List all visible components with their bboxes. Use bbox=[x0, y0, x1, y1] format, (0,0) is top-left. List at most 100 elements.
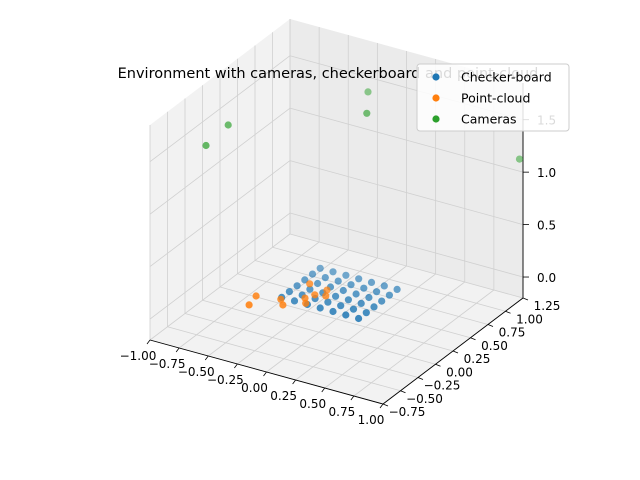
x-tick-label: −0.75 bbox=[149, 357, 186, 371]
legend-label: Checker-board bbox=[461, 70, 552, 85]
legend-marker bbox=[432, 94, 440, 102]
z-tick-label: 0.0 bbox=[537, 271, 556, 285]
y-tick-label: 0.50 bbox=[481, 339, 508, 353]
checkerboard-point bbox=[378, 297, 386, 305]
y-tick-label: 1.25 bbox=[534, 299, 561, 313]
grid-y-floor bbox=[272, 246, 506, 312]
legend-marker bbox=[432, 115, 440, 123]
y-tick bbox=[400, 390, 406, 394]
x-tick bbox=[234, 363, 238, 369]
checkerboard-point bbox=[370, 303, 378, 311]
checkerboard-point bbox=[316, 304, 324, 312]
x-tick-label: −0.50 bbox=[178, 365, 215, 379]
checkerboard-point bbox=[290, 297, 299, 305]
grid-z-left bbox=[149, 55, 291, 163]
x-tick bbox=[204, 355, 209, 361]
point-cloud-point bbox=[245, 301, 253, 309]
checkerboard-point bbox=[342, 311, 350, 319]
x-tick bbox=[321, 387, 326, 393]
data-points bbox=[202, 88, 524, 323]
grid-z-back bbox=[289, 160, 524, 225]
point-cloud-point bbox=[279, 301, 287, 309]
y-tick-label: −0.25 bbox=[424, 379, 461, 393]
grid-z-left bbox=[149, 212, 291, 320]
checkerboard-point bbox=[329, 307, 337, 316]
x-tick bbox=[350, 395, 355, 401]
point-cloud-point bbox=[306, 280, 314, 288]
x-tick bbox=[146, 339, 151, 345]
checkerboard-point bbox=[367, 278, 376, 286]
camera-point bbox=[363, 109, 371, 117]
checkerboard-point bbox=[365, 293, 373, 302]
checkerboard-point bbox=[324, 298, 332, 306]
point-cloud-point bbox=[323, 286, 331, 294]
checkerboard-point bbox=[308, 270, 317, 278]
grid-z-left bbox=[149, 107, 291, 215]
y-tick bbox=[470, 337, 476, 341]
checkerboard-point bbox=[355, 275, 363, 283]
x-tick bbox=[379, 403, 384, 409]
y-tick-label: 0.00 bbox=[446, 365, 473, 379]
checkerboard-point bbox=[329, 268, 337, 276]
checkerboard-point bbox=[316, 264, 324, 272]
checkerboard-point bbox=[355, 314, 363, 323]
x-tick-label: 0.25 bbox=[270, 389, 297, 403]
checkerboard-point bbox=[357, 299, 365, 307]
x-tick bbox=[175, 347, 180, 353]
x-tick-label: −1.00 bbox=[120, 349, 157, 363]
y-tick bbox=[487, 324, 494, 327]
checkerboard-point bbox=[285, 288, 293, 296]
checkerboard-point bbox=[385, 291, 393, 299]
z-tick-label: 1.0 bbox=[537, 166, 556, 180]
point-cloud-point bbox=[322, 292, 330, 300]
legend-box bbox=[416, 63, 570, 132]
checkerboard-point bbox=[314, 279, 322, 288]
y-tick bbox=[505, 310, 511, 314]
grid-y-floor bbox=[254, 260, 489, 325]
checkerboard-point bbox=[349, 305, 358, 313]
checkerboard-point bbox=[339, 286, 347, 295]
y-tick bbox=[522, 297, 529, 301]
y-tick bbox=[382, 403, 389, 407]
x-tick bbox=[263, 371, 267, 377]
checkerboard-point bbox=[344, 296, 352, 304]
checkerboard-point bbox=[306, 285, 314, 293]
x-tick-label: 0.50 bbox=[299, 397, 326, 411]
camera-point bbox=[202, 141, 210, 150]
x-tick-label: 0.75 bbox=[329, 405, 356, 419]
checkerboard-point bbox=[342, 271, 350, 279]
checkerboard-point bbox=[380, 282, 388, 290]
legend-label: Point-cloud bbox=[461, 91, 530, 106]
point-cloud-point bbox=[311, 291, 319, 299]
legend-label: Cameras bbox=[461, 112, 517, 127]
x-tick-label: 0.00 bbox=[241, 381, 268, 395]
checkerboard-point bbox=[373, 288, 381, 296]
grid-z-back bbox=[289, 212, 524, 278]
checkerboard-point bbox=[362, 309, 370, 317]
y-tick-label: −0.50 bbox=[406, 392, 443, 406]
x-tick-label: 1.00 bbox=[358, 413, 385, 427]
legend-marker bbox=[432, 73, 440, 81]
grid-y-floor bbox=[289, 233, 524, 299]
checkerboard-point bbox=[334, 277, 342, 285]
camera-point bbox=[515, 155, 524, 163]
grid-z-left bbox=[149, 160, 291, 267]
point-cloud-point bbox=[277, 295, 285, 303]
checkerboard-point bbox=[332, 292, 340, 300]
checkerboard-point bbox=[337, 302, 345, 310]
x-tick-label: −0.25 bbox=[207, 373, 244, 387]
grid-y-floor bbox=[184, 313, 419, 378]
grid-y-floor bbox=[167, 326, 401, 392]
checkerboard-point bbox=[301, 276, 309, 284]
y-tick bbox=[435, 363, 441, 367]
checkerboard-point bbox=[293, 282, 301, 290]
legend: Checker-board Point-cloud Cameras bbox=[416, 63, 570, 132]
checkerboard-point bbox=[360, 284, 368, 292]
point-cloud-point bbox=[252, 292, 260, 300]
camera-point bbox=[364, 88, 372, 96]
checkerboard-point bbox=[352, 290, 360, 298]
y-tick-label: 1.00 bbox=[516, 312, 543, 326]
checkerboard-point bbox=[347, 281, 355, 289]
y-tick-label: 0.75 bbox=[499, 326, 526, 340]
